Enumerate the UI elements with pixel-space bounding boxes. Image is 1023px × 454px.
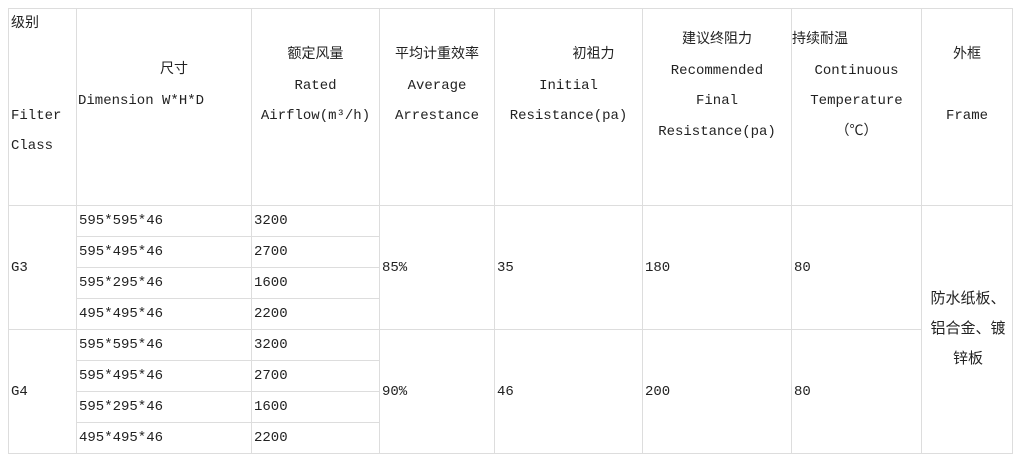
temperature-cell: 80 — [791, 329, 922, 454]
table-row: G4 595*595*46 3200 90% 46 200 80 — [8, 329, 1013, 454]
airflow-cell: 2700 — [251, 236, 380, 268]
header-text: 额定风量 — [287, 47, 344, 63]
table-row: 595*495*46 2700 — [9, 360, 1013, 392]
temperature-cell: 80 — [791, 205, 922, 330]
header-text: 建议终阻力 — [682, 32, 752, 48]
header-text: Arrestance — [394, 108, 479, 124]
header-arrestance: 平均计重效率 Average Arrestance — [379, 8, 495, 206]
header-text: Resistance(pa) — [658, 123, 776, 140]
header-text: Recommended — [670, 62, 764, 79]
filter-class-cell: G3 — [8, 205, 77, 330]
table-row: 495*495*46 2200 — [9, 298, 1013, 330]
final-resistance-cell: 180 — [642, 205, 792, 330]
frame-text: 防水纸板、 — [930, 290, 1006, 308]
frame-text: 铝合金、镀 — [930, 320, 1006, 338]
header-text: Class — [11, 138, 54, 154]
arrestance-cell: 85% — [379, 205, 495, 330]
dimension-cell: 595*495*46 — [76, 236, 252, 268]
header-initial-resistance: 初祖力 Initial Resistance(pa) — [494, 8, 643, 206]
airflow-cell: 1600 — [251, 267, 380, 299]
header-dimension: 尺寸 Dimension W*H*D — [76, 8, 252, 206]
header-text: 级别 — [11, 16, 39, 32]
dimension-cell: 495*495*46 — [76, 422, 252, 454]
table-row: 595*295*46 1600 — [9, 267, 1013, 299]
dimension-cell: 595*595*46 — [76, 329, 252, 361]
header-text: Dimension W*H*D — [78, 92, 205, 109]
airflow-cell: 1600 — [251, 391, 380, 423]
airflow-cell: 2700 — [251, 360, 380, 392]
header-text: Rated — [294, 77, 337, 94]
header-filter-class: 级别 Filter Class — [8, 8, 77, 206]
header-frame: 外框 Frame — [921, 8, 1013, 206]
dimension-cell: 595*295*46 — [76, 391, 252, 423]
header-airflow: 额定风量 Rated Airflow(m³/h) — [251, 8, 380, 206]
frame-cell: 防水纸板、 铝合金、镀 锌板 — [921, 205, 1013, 454]
final-resistance-cell: 200 — [642, 329, 792, 454]
filter-spec-table: 级别 Filter Class 尺寸 Dimension W*H*D 额定风量 … — [8, 8, 1013, 454]
header-text: Filter — [11, 107, 62, 124]
header-row: 级别 Filter Class 尺寸 Dimension W*H*D 额定风量 … — [8, 8, 1013, 206]
header-text: Final — [695, 93, 738, 109]
initial-resistance-cell: 46 — [494, 329, 643, 454]
dimension-cell: 595*295*46 — [76, 267, 252, 299]
header-text: 平均计重效率 — [395, 47, 479, 63]
header-text: Continuous — [814, 62, 899, 79]
dimension-cell: 595*595*46 — [76, 205, 252, 237]
airflow-cell: 3200 — [251, 329, 380, 361]
airflow-cell: 2200 — [251, 422, 380, 454]
header-text: Temperature — [810, 93, 903, 109]
header-text: （℃） — [835, 123, 878, 140]
header-text: 尺寸 — [160, 62, 188, 78]
header-final-resistance: 建议终阻力 Recommended Final Resistance(pa) — [642, 8, 792, 206]
initial-resistance-cell: 35 — [494, 205, 643, 330]
table-row: 595*495*46 2700 — [9, 236, 1013, 268]
header-text: 初祖力 — [572, 47, 615, 63]
header-temperature: 持续耐温 Continuous Temperature （℃） — [791, 8, 922, 206]
header-text: Initial — [539, 77, 598, 94]
header-text: 持续耐温 — [792, 32, 848, 48]
table-row: G3 595*595*46 3200 85% 35 180 80 防水纸板、 铝… — [8, 205, 1013, 454]
airflow-cell: 2200 — [251, 298, 380, 330]
header-text: Average — [407, 77, 467, 94]
header-text: Airflow(m³/h) — [260, 108, 371, 124]
dimension-cell: 495*495*46 — [76, 298, 252, 330]
arrestance-cell: 90% — [379, 329, 495, 454]
header-text: 外框 — [953, 47, 981, 63]
header-text: Resistance(pa) — [509, 108, 628, 124]
dimension-cell: 595*495*46 — [76, 360, 252, 392]
header-text: Frame — [945, 108, 988, 124]
airflow-cell: 3200 — [251, 205, 380, 237]
filter-class-cell: G4 — [8, 329, 77, 454]
frame-text: 锌板 — [952, 350, 983, 368]
table-row: 595*295*46 1600 — [9, 391, 1013, 423]
